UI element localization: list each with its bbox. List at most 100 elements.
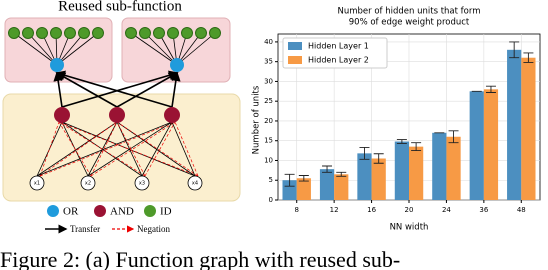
y-tick-label: 40 [264,38,273,46]
error-bar [411,142,422,152]
edge [130,32,178,66]
id-node [92,27,104,39]
bar [334,174,349,200]
y-tick-label: 10 [264,156,273,164]
edge [36,121,63,177]
edge [144,32,178,66]
negation-edge [116,121,199,177]
or-node [50,58,64,72]
diagram: Reused sub-function x1 x2 x3 x4 OR AND ID T… [2,0,241,234]
and-node [109,107,125,123]
input-node [134,175,150,191]
bar [371,158,386,200]
y-tick-label: 20 [264,117,273,125]
id-node [167,27,179,39]
bar [432,132,447,200]
edge [176,32,216,66]
transfer-edge [55,72,118,108]
legend-label: Negation [137,224,170,234]
edge [36,121,173,177]
edge [27,32,58,66]
negation-edge [39,121,60,177]
edge [141,121,173,177]
error-bar [284,173,295,187]
x-axis-label: NN width [390,223,429,233]
negation-edge [58,121,92,177]
chart: Number of hidden units that form 90% of … [252,7,541,233]
bar [469,91,484,200]
negation-edge [90,121,176,177]
edge [87,121,173,177]
caption: Figure 2: (a) Function graph with reused… [0,247,400,270]
id-node [78,27,90,39]
legend-box [282,37,388,69]
error-bar [359,146,370,160]
error-bar [396,139,407,144]
bar [521,57,536,200]
bar [507,49,522,200]
id-node [36,27,48,39]
chart-title: Number of hidden units that form [338,7,481,17]
transfer-edge [116,72,179,108]
error-bar [509,41,520,59]
error-bar [298,175,309,182]
legend-and [94,205,106,217]
legend-swatch [288,42,302,50]
y-axis-label: Number of units [252,85,262,154]
error-bar [322,165,333,173]
y-tick-label: 30 [264,77,273,85]
bar [282,180,297,200]
id-node [125,27,137,39]
y-tick-label: 25 [264,97,273,105]
y-tick-label: 35 [264,58,273,66]
error-bar [485,85,496,93]
edge [171,121,196,177]
chart-subtitle: 90% of edge weight product [349,18,470,28]
error-bar [448,130,459,144]
edge [61,121,196,177]
legend-or [47,205,59,217]
x-tick-label: 24 [442,206,451,214]
bar [394,141,409,200]
y-tick-label: 5 [269,176,273,184]
input-label: x2 [85,181,91,187]
legend-label: ID [160,206,172,218]
legend-label: OR [63,206,79,218]
x-tick-label: 8 [294,206,298,214]
error-bar [523,52,534,63]
or-node [170,58,184,72]
id-node [22,27,34,39]
legend-label: AND [110,206,134,218]
input-label: x1 [34,181,40,187]
bar [446,136,461,200]
y-tick-label: 0 [269,196,273,204]
x-tick-label: 20 [405,206,414,214]
id-node [209,27,221,39]
id-node [181,27,193,39]
transfer-edge [171,71,181,108]
id-node [195,27,207,39]
edge [13,32,58,66]
and-node [164,107,180,123]
and-node [54,107,70,123]
legend-id [144,205,156,217]
bar [409,146,424,200]
error-bar [336,171,347,177]
error-bar [373,153,384,164]
negation-edge [58,121,146,177]
input-label: x4 [192,181,198,187]
input-node [80,175,96,191]
edge [56,32,99,66]
bar [357,153,372,200]
id-node [139,27,151,39]
negation-edge [39,121,176,177]
negation-edge [39,121,118,177]
negation-edge [144,121,176,177]
legend-label: Transfer [70,224,100,234]
x-tick-label: 36 [479,206,488,214]
transfer-edge [61,70,179,108]
bar [319,169,335,200]
negation-edge [116,121,146,177]
graph: x1 x2 x3 x4 [8,27,221,191]
